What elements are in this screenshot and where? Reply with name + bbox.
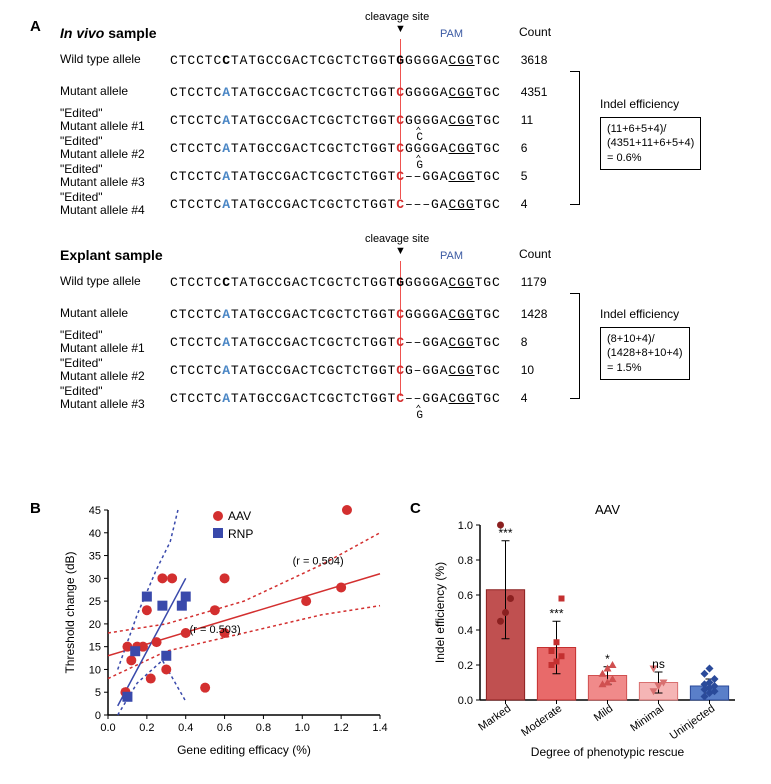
svg-text:(r = 0.503): (r = 0.503) xyxy=(190,624,241,636)
svg-text:0.2: 0.2 xyxy=(458,660,473,672)
sequence: CTCCTCATATGCCGACTCGCTCTGGTC––GGACGGTGC xyxy=(170,169,501,184)
svg-text:1.4: 1.4 xyxy=(372,722,387,734)
svg-text:0.0: 0.0 xyxy=(458,695,473,707)
row-label: "Edited"Mutant allele #1 xyxy=(60,107,170,133)
svg-text:Threshold change (dB): Threshold change (dB) xyxy=(63,551,77,673)
svg-text:0.8: 0.8 xyxy=(256,722,271,734)
svg-text:1.0: 1.0 xyxy=(458,520,473,532)
cleavage-label: cleavage site xyxy=(365,11,429,23)
sequence: CTCCTCATATGCCGACTCGCTCTGGTC––GGACGGTGC xyxy=(170,335,501,350)
svg-text:Indel efficiency (%): Indel efficiency (%) xyxy=(433,562,447,663)
panel-a: In vivo sample cleavage site ▼ PAM Count… xyxy=(60,25,740,431)
bar-chart: AAV 0.0 0.2 0.4 0.6 0.8 1.0 Indel efficiency (%… xyxy=(430,500,740,760)
svg-text:20: 20 xyxy=(89,619,101,631)
count-value: 1428 xyxy=(521,307,571,321)
svg-text:30: 30 xyxy=(89,573,101,585)
cleavage-arrow-icon: ▼ xyxy=(395,23,406,35)
sequence: CTCCTCATATGCCGACTCGCTCTGGTCG–GGACGGTGC xyxy=(170,363,501,378)
panel-b-scatter: 0 5 10 15 20 25 30 35 40 45 0.0 0.2 0.4 0.6 0.8 1.0 1.2 1… xyxy=(60,500,390,760)
row-label: "Edited"Mutant allele #4 xyxy=(60,191,170,217)
svg-text:0.6: 0.6 xyxy=(217,722,232,734)
svg-text:10: 10 xyxy=(89,664,101,676)
svg-text:AAV: AAV xyxy=(228,509,251,523)
row-label: "Edited"Mutant allele #3 xyxy=(60,385,170,411)
svg-text:***: *** xyxy=(498,526,512,540)
svg-text:AAV: AAV xyxy=(595,502,620,517)
svg-text:45: 45 xyxy=(89,505,101,517)
row-label: Wild type allele xyxy=(60,53,170,66)
bracket-icon xyxy=(570,71,580,205)
row-label: Mutant allele xyxy=(60,85,170,98)
svg-text:1.0: 1.0 xyxy=(295,722,310,734)
svg-text:ns: ns xyxy=(652,657,665,671)
sequence: CTCCTCATATGCCGACTCGCTCTGGTCGGGGACGGTGC xyxy=(170,307,501,322)
svg-text:0.6: 0.6 xyxy=(458,590,473,602)
count-value: 4351 xyxy=(521,85,571,99)
count-value: 6 xyxy=(521,141,571,155)
cleavage-arrow-icon: ▼ xyxy=(395,245,406,257)
pam-label: PAM xyxy=(440,250,463,262)
count-value: 11 xyxy=(521,113,571,127)
scatter-chart: 0 5 10 15 20 25 30 35 40 45 0.0 0.2 0.4 0.6 0.8 1.0 1.2 1… xyxy=(60,500,390,760)
panel-b-label: B xyxy=(30,500,41,517)
invivo-block: In vivo sample cleavage site ▼ PAM Count… xyxy=(60,25,740,217)
row-label: "Edited"Mutant allele #1 xyxy=(60,329,170,355)
svg-text:Marked: Marked xyxy=(476,703,513,734)
count-value: 1179 xyxy=(521,275,571,289)
sequence: CTCCTCATATGCCGACTCGCTCTGGTCGGGGACGGTGC xyxy=(170,85,501,100)
svg-text:15: 15 xyxy=(89,642,101,654)
sequence: CTCCTCCTATGCCGACTCGCTCTGGTGGGGGACGGTGC xyxy=(170,53,501,68)
svg-text:0.8: 0.8 xyxy=(458,555,473,567)
indel-efficiency-box: (11+6+5+4)/ (4351+11+6+5+4) = 0.6% xyxy=(600,117,701,170)
svg-text:1.2: 1.2 xyxy=(333,722,348,734)
sequence: CTCCTCCTATGCCGACTCGCTCTGGTGGGGGACGGTGC xyxy=(170,275,501,290)
count-value: 8 xyxy=(521,335,571,349)
svg-text:0.2: 0.2 xyxy=(139,722,154,734)
svg-text:0: 0 xyxy=(95,710,101,722)
svg-text:0.0: 0.0 xyxy=(100,722,115,734)
count-value: 3618 xyxy=(521,53,571,67)
svg-text:Gene editing efficacy (%): Gene editing efficacy (%) xyxy=(177,743,311,757)
indel-efficiency-box: (8+10+4)/ (1428+8+10+4) = 1.5% xyxy=(600,327,690,380)
svg-text:0.4: 0.4 xyxy=(178,722,193,734)
svg-text:5: 5 xyxy=(95,687,101,699)
bracket-icon xyxy=(570,293,580,399)
svg-text:Uninjected: Uninjected xyxy=(668,703,717,743)
count-value: 10 xyxy=(521,363,571,377)
svg-text:*: * xyxy=(605,652,610,666)
svg-text:Moderate: Moderate xyxy=(519,703,564,739)
indel-efficiency-title: Indel efficiency xyxy=(600,97,679,111)
svg-text:Mild: Mild xyxy=(592,703,615,724)
count-value: 4 xyxy=(521,391,571,405)
count-header: Count xyxy=(519,25,551,39)
row-label: Wild type allele xyxy=(60,275,170,288)
row-label: "Edited"Mutant allele #3 xyxy=(60,163,170,189)
panel-c-barchart: AAV 0.0 0.2 0.4 0.6 0.8 1.0 Indel efficiency (%… xyxy=(430,500,740,760)
count-value: 4 xyxy=(521,197,571,211)
pam-label: PAM xyxy=(440,28,463,40)
cleavage-label: cleavage site xyxy=(365,233,429,245)
sequence: CTCCTCATATGCCGACTCGCTCTGGTCGGGGACGGTGC xyxy=(170,113,501,128)
svg-text:25: 25 xyxy=(89,596,101,608)
panel-c-label: C xyxy=(410,500,421,517)
svg-text:35: 35 xyxy=(89,551,101,563)
svg-text:Minimal: Minimal xyxy=(628,703,666,735)
svg-text:0.4: 0.4 xyxy=(458,625,473,637)
count-value: 5 xyxy=(521,169,571,183)
indel-efficiency-title: Indel efficiency xyxy=(600,307,679,321)
row-label: "Edited"Mutant allele #2 xyxy=(60,135,170,161)
sequence: CTCCTCATATGCCGACTCGCTCTGGTC––GGACGGTGC xyxy=(170,391,501,406)
svg-text:(r = 0.504): (r = 0.504) xyxy=(293,556,344,568)
svg-text:RNP: RNP xyxy=(228,527,253,541)
panel-a-label: A xyxy=(30,18,41,35)
explant-block: Explant sample cleavage site ▼ PAM Count… xyxy=(60,247,740,411)
svg-text:***: *** xyxy=(549,606,563,620)
sequence: CTCCTCATATGCCGACTCGCTCTGGTC–––GACGGTGC xyxy=(170,197,501,212)
count-header: Count xyxy=(519,247,551,261)
sequence: CTCCTCATATGCCGACTCGCTCTGGTCGGGGACGGTGC xyxy=(170,141,501,156)
svg-text:Degree of phenotypic rescue: Degree of phenotypic rescue xyxy=(531,745,685,759)
svg-text:40: 40 xyxy=(89,528,101,540)
row-label: Mutant allele xyxy=(60,307,170,320)
row-label: "Edited"Mutant allele #2 xyxy=(60,357,170,383)
